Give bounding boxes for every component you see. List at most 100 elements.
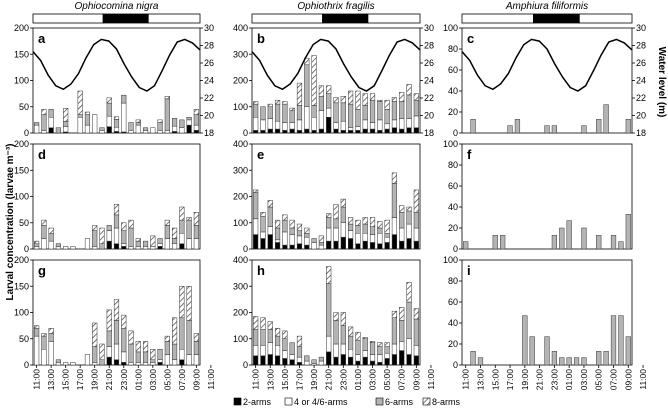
bar-g-4-or-4-6-arms-21	[186, 354, 192, 366]
bar-b-4-or-4-6-arms-7	[304, 106, 310, 130]
bar-h-4-or-4-6-arms-21	[406, 338, 412, 355]
bar-g-4-or-4-6-arms-19	[172, 359, 178, 366]
bar-i-6-arms-21	[618, 315, 624, 366]
water-level-line-c	[461, 38, 633, 92]
bar-g-6-arms-20	[179, 317, 185, 350]
bar-b-2-arms-21	[406, 127, 412, 134]
x-tick-label-g: 07:00	[177, 369, 187, 391]
bar-d-6-arms-22	[193, 225, 199, 239]
water-tick-label-a: 18	[204, 128, 214, 138]
bar-d-8-arms-8	[92, 225, 98, 231]
bar-a-4-or-4-6-arms-15	[142, 130, 149, 134]
bar-g-6-arms-2	[48, 333, 54, 342]
bar-h-6-arms-12	[340, 325, 346, 345]
bar-i-6-arms-22	[625, 336, 631, 366]
x-tick-label-i: 09:00	[623, 369, 633, 391]
bar-e-4-or-4-6-arms-11	[333, 227, 339, 242]
bar-b-2-arms-9	[318, 128, 324, 134]
bar-b-4-or-4-6-arms-0	[253, 117, 259, 131]
bar-d-4-or-4-6-arms-5	[70, 246, 76, 250]
bar-b-2-arms-18	[384, 128, 390, 134]
bar-h-2-arms-2	[267, 354, 273, 366]
bar-b-4-or-4-6-arms-15	[362, 119, 368, 130]
bar-g-6-arms-9	[99, 359, 105, 366]
y-tick-label-a: 0	[24, 128, 29, 138]
bar-e-8-arms-5	[289, 219, 295, 229]
bar-h-8-arms-20	[399, 307, 405, 321]
bar-b-6-arms-15	[362, 105, 368, 121]
bar-h-2-arms-20	[399, 350, 405, 366]
bar-h-8-arms-21	[406, 282, 412, 303]
bar-a-8-arms-14	[135, 119, 141, 123]
bar-h-8-arms-22	[413, 308, 419, 320]
bar-b-4-or-4-6-arms-9	[318, 110, 324, 130]
y-tick-label-b: 300	[233, 49, 248, 59]
bar-i-6-arms-2	[477, 357, 484, 366]
bar-g-8-arms-19	[172, 317, 178, 345]
water-tick-label-c: 18	[636, 128, 646, 138]
bar-h-4-or-4-6-arms-10	[326, 335, 332, 353]
panel-letter-g: g	[38, 263, 46, 278]
bar-c-6-arms-19	[603, 104, 609, 134]
bar-e-8-arms-21	[406, 206, 412, 212]
panel-letter-d: d	[38, 147, 46, 162]
bar-b-2-arms-6	[296, 130, 303, 134]
bar-i-6-arms-14	[566, 357, 572, 366]
legend-swatch-0	[233, 397, 242, 406]
x-tick-label-h: 15:00	[280, 369, 290, 391]
bar-g-2-arms-12	[121, 362, 127, 366]
bar-h-2-arms-17	[377, 362, 383, 366]
bar-g-6-arms-11	[113, 320, 120, 345]
bar-a-6-arms-19	[172, 118, 178, 127]
bar-e-2-arms-20	[399, 240, 405, 250]
x-tick-label-h: 07:00	[397, 369, 407, 391]
bar-h-2-arms-1	[260, 355, 266, 366]
bar-h-4-or-4-6-arms-12	[340, 343, 346, 355]
bar-a-6-arms-9	[99, 127, 105, 131]
bar-g-6-arms-8	[92, 346, 98, 363]
daynight-day-2-0	[461, 13, 534, 24]
bar-g-8-arms-20	[179, 286, 185, 318]
bar-e-2-arms-12	[340, 236, 346, 250]
y-tick-label-f: 40	[448, 202, 458, 212]
bar-b-4-or-4-6-arms-4	[282, 122, 288, 131]
bar-h-2-arms-4	[282, 358, 288, 366]
y-tick-label-h: 400	[233, 255, 248, 265]
bar-e-8-arms-11	[333, 204, 339, 220]
bar-e-4-or-4-6-arms-17	[377, 233, 383, 244]
bar-e-4-or-4-6-arms-8	[311, 242, 317, 250]
y-tick-label-c: 80	[448, 44, 458, 54]
y-tick-label-h: 0	[243, 360, 248, 370]
y-tick-label-g: 200	[14, 255, 29, 265]
bar-e-8-arms-4	[282, 214, 288, 221]
bar-e-4-or-4-6-arms-7	[304, 236, 310, 246]
bar-e-6-arms-12	[340, 206, 346, 223]
bar-d-4-or-4-6-arms-21	[186, 238, 192, 250]
water-tick-label-b: 26	[424, 58, 434, 68]
bar-h-6-arms-3	[274, 335, 281, 346]
y-tick-label-h: 100	[233, 334, 248, 344]
water-tick-label-a: 22	[204, 93, 214, 103]
bar-e-4-or-4-6-arms-22	[413, 227, 419, 242]
bar-h-8-arms-12	[340, 312, 346, 326]
bar-b-4-or-4-6-arms-20	[399, 118, 405, 130]
water-tick-label-c: 26	[636, 58, 646, 68]
bar-e-2-arms-17	[377, 243, 383, 250]
x-tick-label-i: 13:00	[475, 369, 485, 391]
bar-b-4-or-4-6-arms-13	[348, 127, 354, 131]
x-tick-label-i: 07:00	[609, 369, 619, 391]
bar-e-6-arms-10	[326, 217, 332, 229]
bar-h-8-arms-17	[377, 342, 383, 347]
bar-b-4-or-4-6-arms-22	[413, 115, 419, 128]
bar-d-6-arms-0	[34, 243, 40, 247]
y-tick-label-d: 0	[24, 244, 29, 254]
panel-letter-e: e	[257, 147, 264, 162]
bar-g-6-arms-13	[128, 343, 134, 363]
y-tick-label-c: 100	[443, 23, 458, 33]
panel-letter-b: b	[257, 31, 265, 46]
bar-d-4-or-4-6-arms-8	[92, 246, 98, 250]
bar-d-8-arms-1	[41, 219, 47, 226]
bar-b-4-or-4-6-arms-1	[260, 119, 266, 131]
bar-h-8-arms-6	[296, 335, 303, 347]
bar-d-4-or-4-6-arms-13	[128, 246, 134, 250]
